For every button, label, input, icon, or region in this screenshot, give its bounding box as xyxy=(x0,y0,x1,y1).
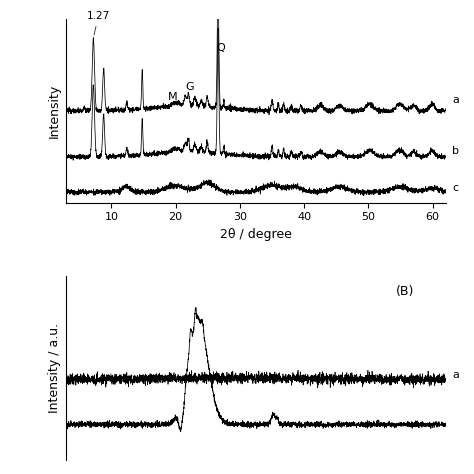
Text: 1.27: 1.27 xyxy=(87,11,110,35)
Text: M: M xyxy=(168,91,177,101)
Text: a: a xyxy=(452,95,459,105)
Text: b: b xyxy=(452,146,459,155)
Y-axis label: Intensity: Intensity xyxy=(48,84,61,138)
Text: G: G xyxy=(185,82,194,92)
Text: a: a xyxy=(452,370,459,380)
Text: (B): (B) xyxy=(396,285,415,298)
Text: Q: Q xyxy=(216,43,225,53)
Text: c: c xyxy=(452,183,458,193)
X-axis label: 2θ / degree: 2θ / degree xyxy=(220,228,292,241)
Y-axis label: Intensity / a.u.: Intensity / a.u. xyxy=(48,323,61,413)
